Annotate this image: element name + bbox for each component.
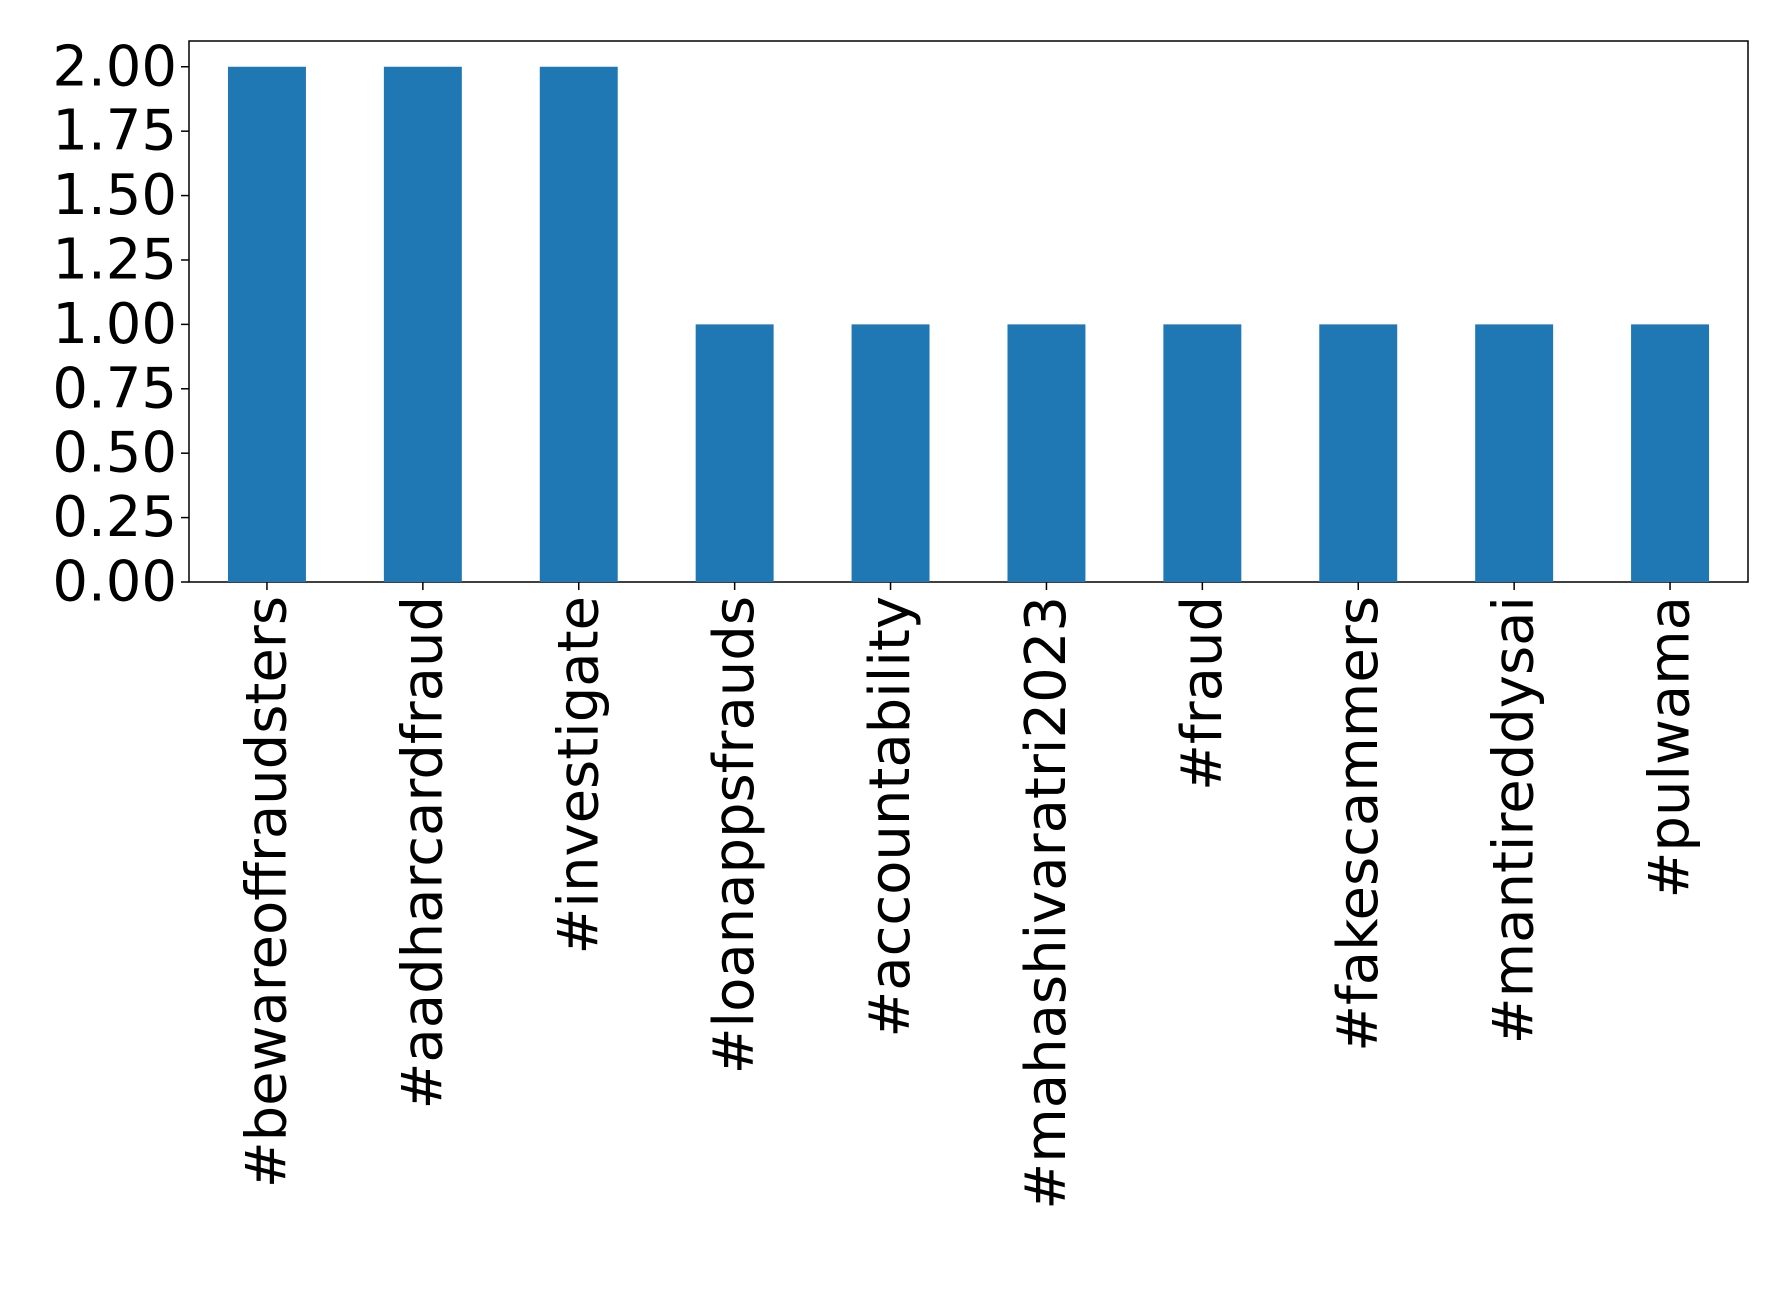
plot-frame (188, 40, 1749, 583)
bar (851, 324, 930, 582)
x-tick-label: #pulwama (1638, 596, 1703, 899)
y-tick-label: 0.00 (52, 550, 177, 615)
y-tick-label: 1.00 (52, 292, 177, 357)
y-tick-label: 2.00 (52, 34, 177, 99)
bar (1007, 324, 1086, 582)
bar (539, 66, 618, 582)
y-tick-label: 0.25 (52, 485, 177, 550)
y-tick-label: 1.25 (52, 227, 177, 292)
bar (383, 66, 462, 582)
x-tick-label: #accountability (858, 596, 923, 1038)
x-tick-label: #investigate (546, 596, 611, 955)
bar (1475, 324, 1554, 582)
bar (1631, 324, 1710, 582)
y-tick-label: 0.75 (52, 356, 177, 421)
bar (695, 324, 774, 582)
y-tick-label: 1.50 (52, 163, 177, 228)
x-tick-label: #mantireddysai (1482, 596, 1547, 1044)
x-tick-label: #fakescammers (1326, 596, 1391, 1052)
x-tick-label: #fraud (1170, 596, 1235, 791)
x-tick-label: #mahashivaratri2023 (1014, 596, 1079, 1210)
x-tick-label: #aadharcardfraud (390, 596, 455, 1110)
bar (227, 66, 306, 582)
x-tick-label: #bewareoffraudsters (234, 596, 299, 1188)
x-tick-label: #loanappsfrauds (702, 596, 767, 1074)
y-tick-label: 1.75 (52, 99, 177, 164)
y-tick-label: 0.50 (52, 421, 177, 486)
bar (1319, 324, 1398, 582)
bar (1163, 324, 1242, 582)
